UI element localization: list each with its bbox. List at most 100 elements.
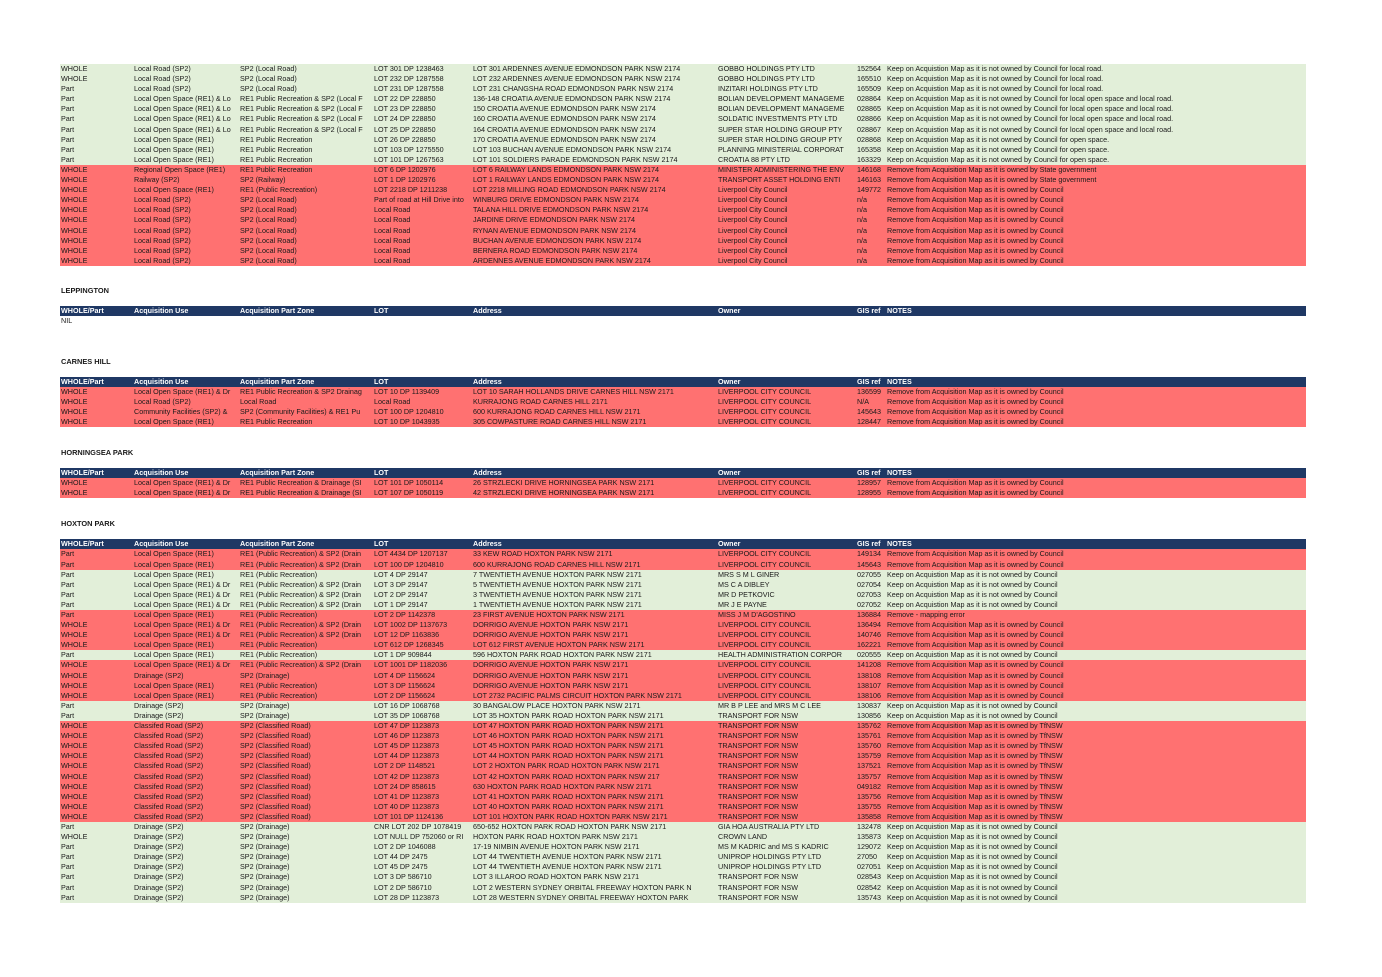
acquisition-use-cell: Drainage (SP2) xyxy=(134,670,184,680)
address-cell: WINBURG DRIVE EDMONDSON PARK NSW 2174 xyxy=(473,195,640,205)
owner-cell: Liverpool City Council xyxy=(718,245,788,255)
carnes-hill-table: WHOLE/Part Acquisition Use Acquisition Par… xyxy=(60,376,1306,428)
table-row-remove: WHOLE Local Open Space (RE1) RE1 (Public R… xyxy=(60,185,1306,196)
gis-ref-cell: 020555 xyxy=(857,650,881,660)
lot-cell: Local Road xyxy=(374,396,411,406)
lot-cell: LOT 612 DP 1268345 xyxy=(374,640,444,650)
table-row-keep: Part Drainage (SP2) SP2 (Drainage) LOT 44 D… xyxy=(60,852,1306,863)
acquisition-zone-cell: RE1 Public Recreation xyxy=(240,164,313,174)
horningsea-park-table: WHOLE/Part Acquisition Use Acquisition Par… xyxy=(60,468,1306,499)
notes-cell: Keep on Acquistion Map as it is not owne… xyxy=(887,104,1174,114)
acquisition-use-cell: Classifed Road (SP2) xyxy=(134,741,204,751)
address-cell: RYNAN AVENUE EDMONDSON PARK NSW 2174 xyxy=(473,225,636,235)
whole-part-cell: Part xyxy=(61,700,75,710)
table-header-row: WHOLE/Part Acquisition Use Acquisition Par… xyxy=(60,468,1306,479)
acquisition-use-cell: Local Open Space (RE1) xyxy=(134,610,214,619)
acquisition-use-cell: Local Open Space (RE1) & Dr xyxy=(134,599,231,609)
acquisition-zone-cell: SP2 (Railway) xyxy=(240,175,286,185)
gis-ref-cell: 027054 xyxy=(857,579,881,589)
whole-part-cell: WHOLE xyxy=(61,761,88,771)
address-cell: 26 STRZLECKI DRIVE HORNINGSEA PARK NSW 2… xyxy=(473,478,655,488)
owner-cell: CROATIA 88 PTY LTD xyxy=(718,154,790,164)
owner-cell: Liverpool City Council xyxy=(718,185,788,195)
header-whole-part: WHOLE/Part xyxy=(61,539,104,549)
acquisition-use-cell: Local Open Space (RE1) xyxy=(134,549,214,559)
acquisition-use-cell: Local Open Space (RE1) xyxy=(134,154,214,164)
acquisition-zone-cell: SP2 (Local Road) xyxy=(240,235,297,245)
address-cell: 17-19 NIMBIN AVENUE HOXTON PARK NSW 2171 xyxy=(473,842,640,852)
lot-cell: LOT 44 DP 2475 xyxy=(374,852,428,862)
lot-cell: LOT 1002 DP 1137673 xyxy=(374,620,448,630)
notes-cell: Keep on Acquistion Map as it is not owne… xyxy=(887,589,1058,599)
table-row-remove: Part Local Open Space (RE1) RE1 (Public Re… xyxy=(60,610,1306,621)
notes-cell: Remove from Acquisition Map as it is own… xyxy=(887,205,1064,215)
acquisition-zone-cell: SP2 (Local Road) xyxy=(240,215,297,225)
notes-cell: Remove from Acquisition Map as it is own… xyxy=(887,488,1064,498)
notes-cell: Remove from Acquisition Map as it is own… xyxy=(887,640,1064,650)
whole-part-cell: Part xyxy=(61,144,75,154)
address-cell: 305 COWPASTURE ROAD CARNES HILL NSW 2171 xyxy=(473,417,647,427)
notes-cell: Keep on Acquistion Map as it is not owne… xyxy=(887,74,1104,84)
acquisition-use-cell: Drainage (SP2) xyxy=(134,821,184,831)
lot-cell: LOT 6 DP 1202976 xyxy=(374,164,436,174)
whole-part-cell: WHOLE xyxy=(61,832,88,842)
whole-part-cell: WHOLE xyxy=(61,478,88,488)
gis-ref-cell: 138107 xyxy=(857,680,881,690)
address-cell: 164 CROATIA AVENUE EDMONDSON PARK NSW 21… xyxy=(473,124,656,134)
gis-ref-cell: 028542 xyxy=(857,882,881,892)
acquisition-zone-cell: RE1 Public Recreation & SP2 (Local F xyxy=(240,104,363,114)
acquisition-zone-cell: RE1 (Public Recreation) & SP2 (Drain xyxy=(240,579,362,589)
acquisition-zone-cell: RE1 Public Recreation & Drainage (SI xyxy=(240,478,362,488)
lot-cell: LOT 3 DP 586710 xyxy=(374,872,432,882)
gis-ref-cell: 163329 xyxy=(857,154,881,164)
acquisition-use-cell: Classifed Road (SP2) xyxy=(134,731,204,741)
gis-ref-cell: 141208 xyxy=(857,660,881,670)
table-row-keep: Part Local Open Space (RE1) RE1 (Public Re… xyxy=(60,650,1306,661)
lot-cell: LOT 4 DP 29147 xyxy=(374,569,428,579)
acquisition-zone-cell: SP2 (Classified Road) xyxy=(240,761,311,771)
acquisition-use-cell: Local Road (SP2) xyxy=(134,84,191,94)
address-cell: 596 HOXTON PARK ROAD HOXTON PARK NSW 217… xyxy=(473,650,652,660)
acquisition-zone-cell: SP2 (Drainage) xyxy=(240,832,290,842)
owner-cell: GOBBO HOLDINGS PTY LTD xyxy=(718,64,815,73)
whole-part-cell: Part xyxy=(61,852,75,862)
acquisition-use-cell: Local Open Space (RE1) xyxy=(134,417,214,427)
whole-part-cell: Part xyxy=(61,872,75,882)
address-cell: LOT 3 ILLAROO ROAD HOXTON PARK NSW 2171 xyxy=(473,872,640,882)
table-row-remove: WHOLE Classifed Road (SP2) SP2 (Classified… xyxy=(60,781,1306,792)
owner-cell: LIVERPOOL CITY COUNCIL xyxy=(718,396,812,406)
acquisition-use-cell: Classifed Road (SP2) xyxy=(134,811,204,821)
whole-part-cell: WHOLE xyxy=(61,660,88,670)
acquisition-zone-cell: SP2 (Local Road) xyxy=(240,64,297,73)
address-cell: TALANA HILL DRIVE EDMONDSON PARK NSW 217… xyxy=(473,205,649,215)
whole-part-cell: WHOLE xyxy=(61,407,88,417)
owner-cell: LIVERPOOL CITY COUNCIL xyxy=(718,620,812,630)
gis-ref-cell: 027051 xyxy=(857,862,881,872)
gis-ref-cell: 027055 xyxy=(857,569,881,579)
table-row-remove: WHOLE Local Open Space (RE1) & Dr RE1 Publ… xyxy=(60,478,1306,489)
acquisition-use-cell: Local Road (SP2) xyxy=(134,74,191,84)
gis-ref-cell: 027053 xyxy=(857,589,881,599)
notes-cell: Keep on Acquistion Map as it is not owne… xyxy=(887,64,1104,73)
acquisition-use-cell: Local Open Space (RE1) & Dr xyxy=(134,579,231,589)
table-row-keep: Part Local Open Space (RE1) & Lo RE1 Publi… xyxy=(60,114,1306,125)
whole-part-cell: Part xyxy=(61,94,75,104)
acquisition-use-cell: Local Open Space (RE1) xyxy=(134,680,214,690)
acquisition-use-cell: Local Open Space (RE1) xyxy=(134,144,214,154)
gis-ref-cell: 165509 xyxy=(857,84,881,94)
gis-ref-cell: 049182 xyxy=(857,781,881,791)
acquisition-use-cell: Local Road (SP2) xyxy=(134,255,191,265)
notes-cell: Remove from Acquisition Map as it is own… xyxy=(887,559,1064,569)
table-row-keep: Part Local Open Space (RE1) & Dr RE1 (Publ… xyxy=(60,599,1306,610)
lot-cell: LOT 46 DP 1123873 xyxy=(374,731,440,741)
whole-part-cell: Part xyxy=(61,589,75,599)
table-row-keep: Part Drainage (SP2) SP2 (Drainage) LOT 2 DP… xyxy=(60,842,1306,853)
table-row-remove: WHOLE Local Road (SP2) SP2 (Local Road) Loc… xyxy=(60,235,1306,246)
header-owner: Owner xyxy=(718,376,741,386)
notes-cell: Keep on Acquistion Map as it is not owne… xyxy=(887,882,1058,892)
table-row-remove: WHOLE Local Road (SP2) SP2 (Local Road) Loc… xyxy=(60,215,1306,226)
notes-cell: Keep on Acquistion Map as it is not owne… xyxy=(887,94,1174,104)
acquisition-use-cell: Drainage (SP2) xyxy=(134,842,184,852)
acquisition-zone-cell: SP2 (Drainage) xyxy=(240,710,290,720)
lot-cell: LOT 107 DP 1050119 xyxy=(374,488,444,498)
